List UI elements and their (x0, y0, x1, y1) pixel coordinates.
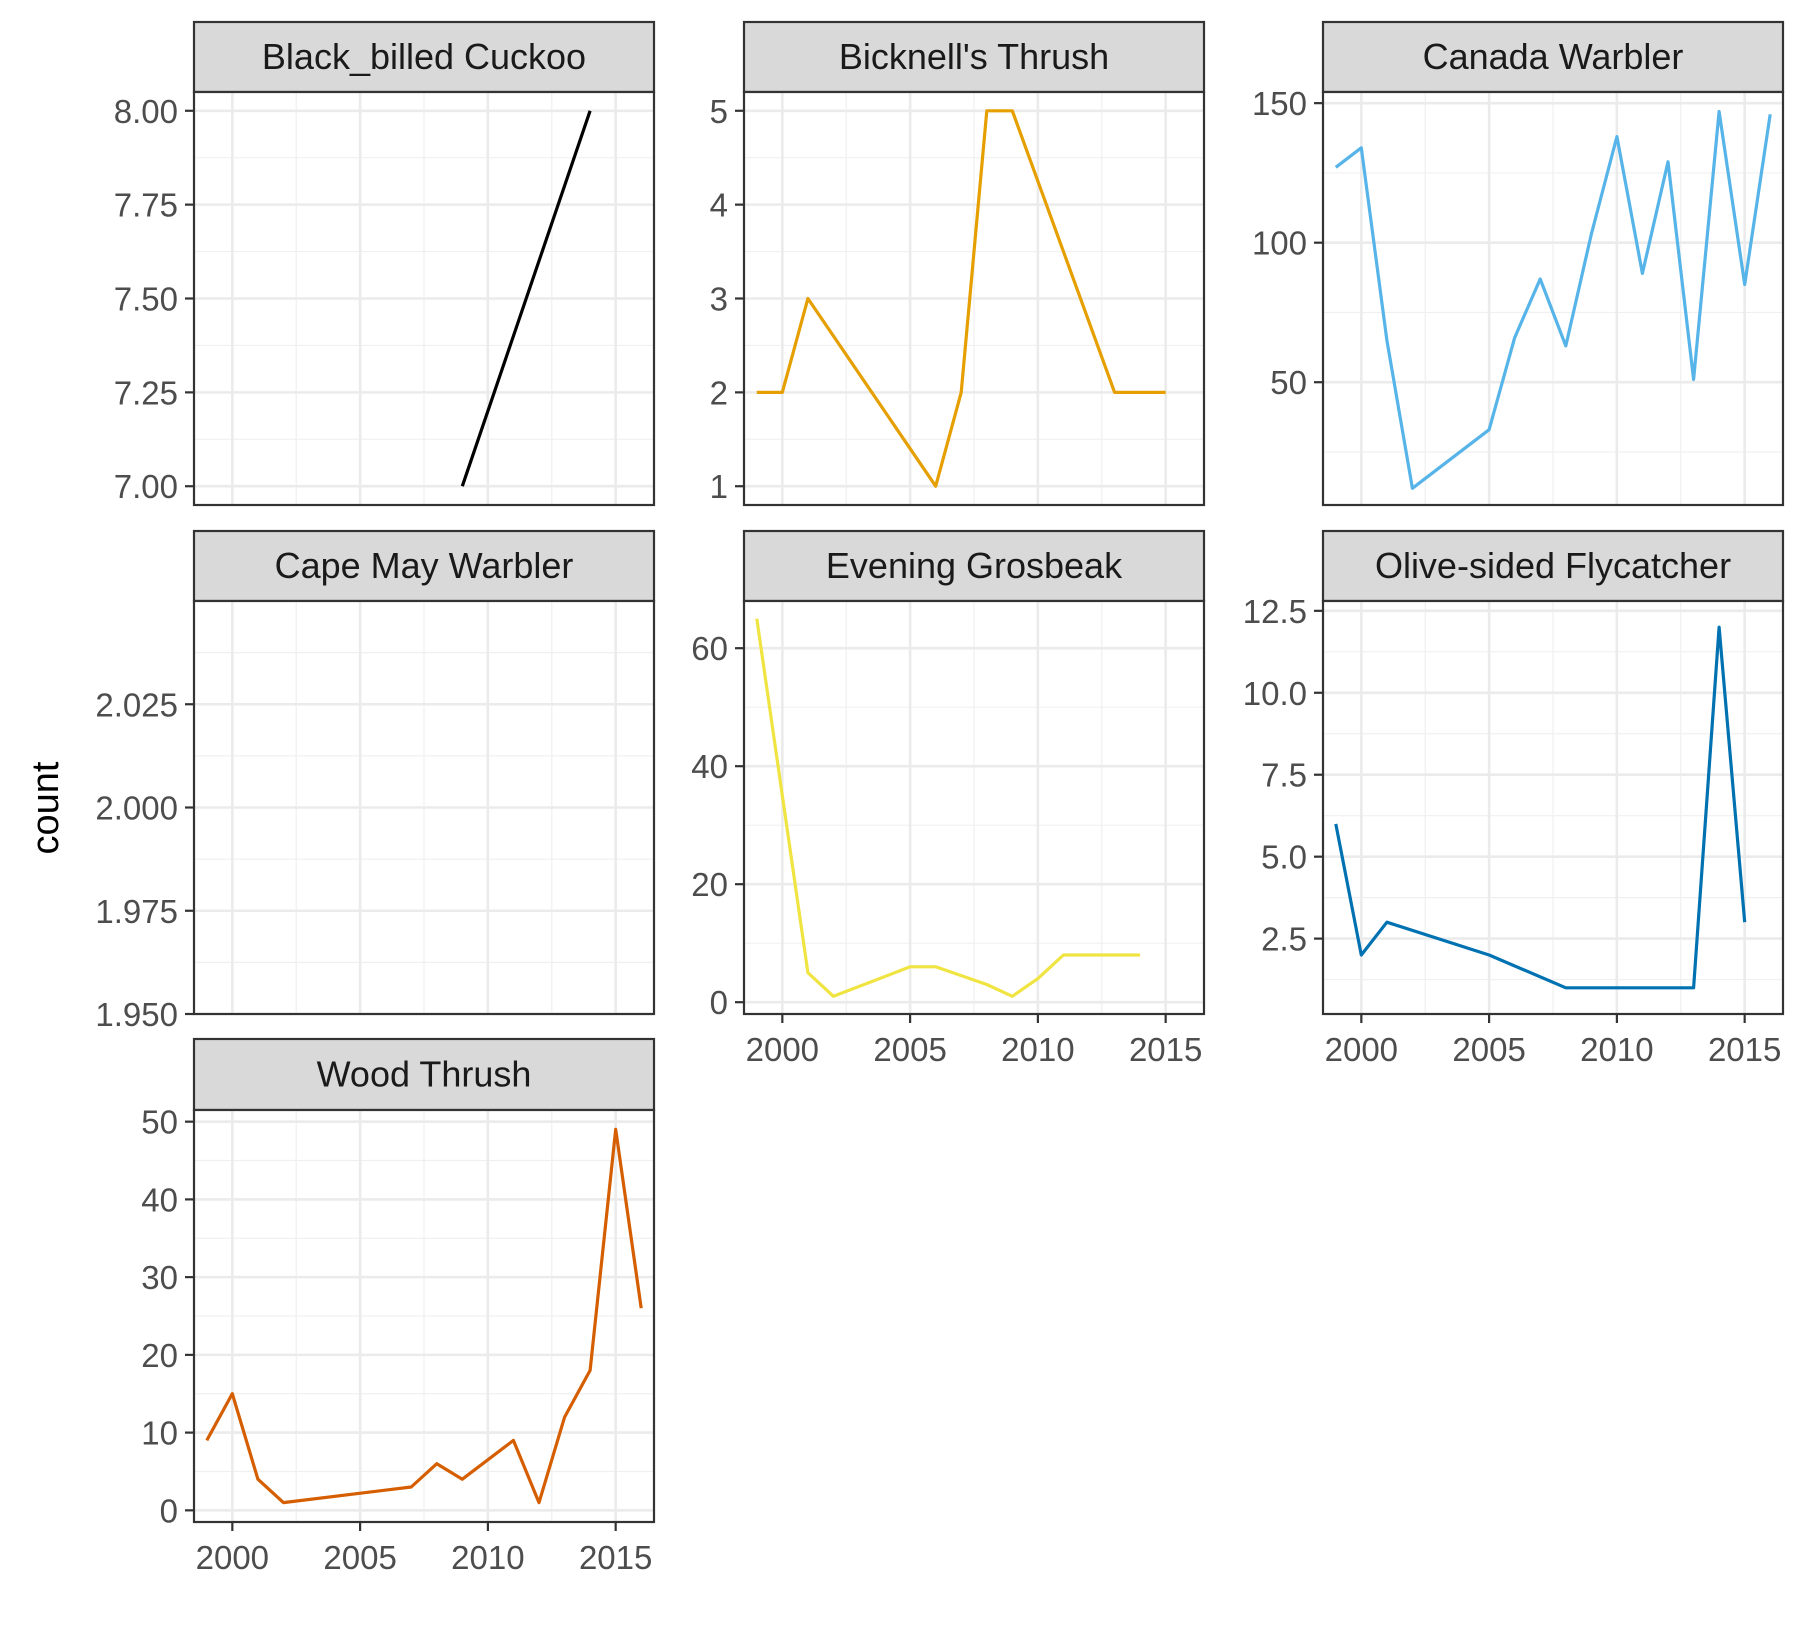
y-tick-label: 2.000 (95, 790, 178, 827)
facet-strip (742, 20, 1206, 94)
x-tick-label: 2000 (1325, 1031, 1398, 1068)
facet-olive-sided-flycatcher: Olive-sided Flycatcher 2.5 5.0 7.5 10.0 12.5 2… (1243, 529, 1785, 1068)
facet-canada-warbler: Canada Warbler 50 100 150 (1252, 20, 1785, 507)
series-line-wood-thrush (205, 1127, 643, 1505)
y-tick-label: 8.00 (114, 93, 178, 130)
y-tick-label: 10 (141, 1415, 178, 1452)
x-tick-label: 2015 (579, 1539, 652, 1576)
x-tick-label: 2010 (1580, 1031, 1653, 1068)
x-tick-label: 2005 (323, 1539, 396, 1576)
panel-border (1321, 599, 1785, 1016)
x-tick-label: 2000 (196, 1539, 269, 1576)
series-line-evening-grosbeak (755, 618, 1141, 998)
facet-evening-grosbeak: Evening Grosbeak 0 20 40 60 2000 2005 2010 2015 (691, 529, 1206, 1068)
y-tick-label: 3 (710, 281, 728, 318)
facet-strip (192, 529, 656, 603)
x-tick-label: 2010 (451, 1539, 524, 1576)
y-tick-label: 50 (141, 1104, 178, 1141)
y-tick-label: 1 (710, 468, 728, 505)
y-tick-label: 150 (1252, 85, 1307, 122)
panel-border (192, 1108, 656, 1524)
y-tick-label: 0 (160, 1492, 178, 1529)
y-tick-label: 60 (691, 630, 728, 667)
y-tick-label: 2.5 (1261, 921, 1307, 958)
y-tick-label: 1.950 (95, 996, 178, 1033)
y-axis-label: count (25, 761, 67, 854)
x-tick-label: 2000 (746, 1031, 819, 1068)
facet-strip (1321, 20, 1785, 94)
y-tick-label: 7.00 (114, 468, 178, 505)
y-tick-label: 12.5 (1243, 593, 1307, 630)
y-tick-label: 7.75 (114, 187, 178, 224)
y-tick-label: 20 (141, 1337, 178, 1374)
facet-title: Olive-sided Flycatcher (1375, 545, 1731, 586)
facet-title: Bicknell's Thrush (839, 36, 1109, 77)
facet-strip (1321, 529, 1785, 603)
y-tick-label: 0 (710, 984, 728, 1021)
x-tick-label: 2005 (873, 1031, 946, 1068)
facet-strip (742, 529, 1206, 603)
y-tick-label: 10.0 (1243, 675, 1307, 712)
y-tick-label: 5.0 (1261, 839, 1307, 876)
series-line-black-billed-cuckoo (460, 110, 592, 487)
facet-bicknell-s-thrush: Bicknell's Thrush 1 2 3 4 5 (710, 20, 1206, 507)
y-tick-label: 100 (1252, 225, 1307, 262)
x-tick-label: 2015 (1708, 1031, 1781, 1068)
facet-title: Cape May Warbler (275, 545, 574, 586)
x-tick-label: 2010 (1001, 1031, 1074, 1068)
y-tick-label: 20 (691, 866, 728, 903)
x-tick-label: 2005 (1452, 1031, 1525, 1068)
facet-strip (192, 1037, 656, 1112)
y-tick-label: 50 (1270, 364, 1307, 401)
series-line-olive-sided-flycatcher (1334, 625, 1747, 990)
y-tick-label: 4 (710, 187, 728, 224)
y-tick-label: 7.25 (114, 374, 178, 411)
x-tick-label: 2015 (1129, 1031, 1202, 1068)
facet-title: Black_billed Cuckoo (262, 36, 586, 77)
facet-title: Evening Grosbeak (826, 545, 1123, 586)
panel-border (1321, 90, 1785, 507)
series-line-canada-warbler (1334, 109, 1772, 490)
facet-cape-may-warbler: Cape May Warbler 1.950 1.975 2.000 2.025 (95, 529, 656, 1033)
y-tick-label: 7.5 (1261, 757, 1307, 794)
y-tick-label: 40 (691, 748, 728, 785)
facet-wood-thrush: Wood Thrush 0 10 20 30 40 50 2000 2005 2010 2015 (141, 1037, 656, 1576)
panel-border (742, 599, 1206, 1016)
series-line-bicknell-s-thrush (756, 109, 1166, 488)
facet-title: Canada Warbler (1423, 36, 1684, 77)
facet-panels: Black_billed Cuckoo7.007.257.507.758.00B… (95, 20, 1785, 1576)
y-tick-label: 1.975 (95, 893, 178, 930)
y-tick-label: 5 (710, 93, 728, 130)
y-tick-label: 2 (710, 374, 728, 411)
y-tick-label: 2.025 (95, 686, 178, 723)
y-tick-label: 7.50 (114, 281, 178, 318)
facet-black-billed-cuckoo: Black_billed Cuckoo 7.00 7.25 7.50 7.75 8.00 (114, 20, 656, 507)
y-tick-label: 40 (141, 1181, 178, 1218)
facet-title: Wood Thrush (317, 1054, 532, 1095)
facet-strip (192, 20, 656, 94)
y-tick-label: 30 (141, 1259, 178, 1296)
